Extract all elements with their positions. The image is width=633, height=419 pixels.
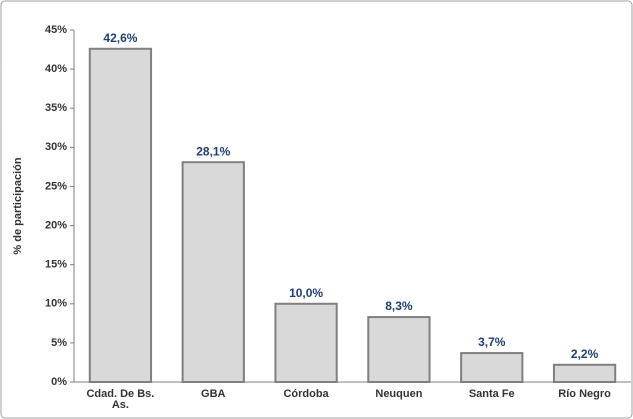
y-tick-label: 15%: [45, 259, 67, 271]
x-tick-label: Santa Fe: [468, 388, 515, 400]
y-tick-label: 25%: [45, 180, 67, 192]
y-tick-label: 30%: [45, 141, 67, 153]
data-label: 42,6%: [103, 31, 137, 45]
y-axis-label: % de participación: [12, 157, 24, 254]
bar: [367, 316, 431, 384]
y-tick-label: 10%: [45, 298, 67, 310]
y-tick-label: 35%: [45, 102, 67, 114]
x-tick-label: Neuquen: [375, 388, 423, 400]
y-tick-label: 40%: [45, 63, 67, 75]
bar: [552, 363, 617, 383]
data-label: 3,7%: [478, 335, 506, 349]
x-tick-label: GBA: [201, 388, 226, 400]
x-tick-label: Cdad. De Bs. As.: [86, 388, 155, 411]
y-tick-label: 5%: [51, 337, 67, 349]
y-tick-label: 20%: [45, 219, 67, 231]
bar: [460, 352, 524, 383]
bar: [88, 47, 153, 383]
data-label: 28,1%: [196, 144, 230, 158]
data-label: 2,2%: [571, 347, 599, 361]
y-tick-label: 45%: [45, 24, 67, 36]
data-label: 8,3%: [385, 299, 413, 313]
x-tick-label: Río Negro: [558, 388, 611, 400]
bar: [274, 302, 338, 383]
bar: [181, 161, 245, 383]
data-label: 10,0%: [289, 286, 323, 300]
y-tick-label: 0%: [51, 376, 67, 388]
x-tick-label: Córdoba: [283, 388, 329, 400]
